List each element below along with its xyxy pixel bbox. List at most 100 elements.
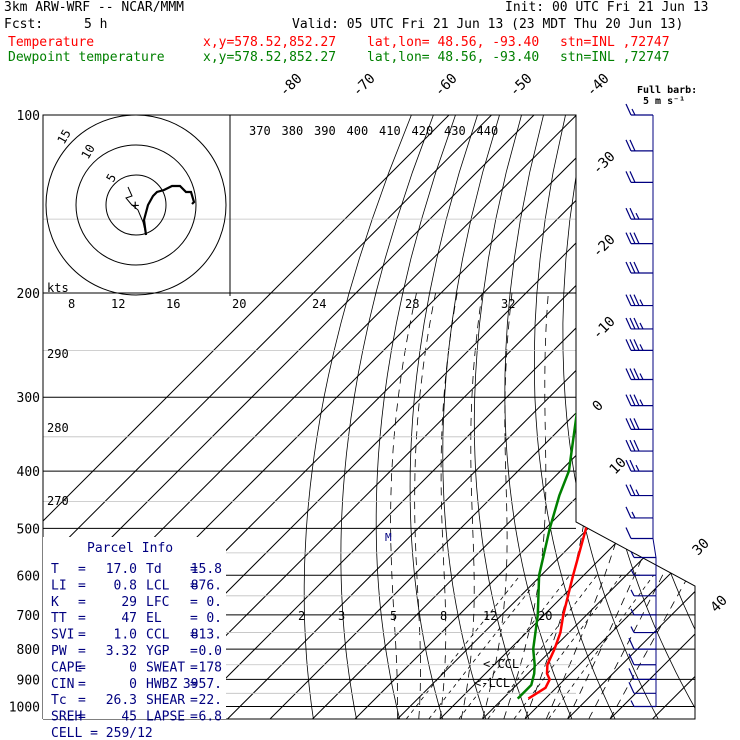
freezing-level-marker: M: [385, 531, 392, 544]
parcel-key: LAPSE: [146, 710, 185, 725]
hodograph-axis-label: 12: [111, 297, 125, 311]
parcel-value: 47: [121, 611, 137, 626]
parcel-value: 178: [199, 660, 222, 675]
wind-barb-flag: [629, 261, 636, 274]
pressure-label: 300: [17, 391, 40, 406]
parcel-box: [43, 537, 226, 719]
hodograph-axis-label: 16: [166, 297, 180, 311]
wind-barb: [628, 653, 656, 666]
wind-barb: [628, 637, 656, 650]
theta-label: 410: [379, 124, 401, 138]
theta-label: 280: [47, 421, 69, 435]
wind-barb-flag: [625, 317, 632, 330]
parcel-value: 813.: [191, 628, 222, 643]
parcel-eq: =: [78, 677, 86, 692]
wind-barb-flag: [625, 484, 632, 496]
isotherm-line: [269, 115, 695, 719]
wind-barb-half-flag: [630, 551, 635, 558]
hodograph-ring: [45, 114, 227, 296]
temperature-latlon: lat,lon= 48.56, -93.40: [367, 35, 540, 50]
dry-adiabat-line: [340, 115, 434, 719]
isotherm-line: [567, 115, 695, 719]
wind-barb-flag: [629, 294, 636, 306]
dry-adiabat-line: [375, 115, 456, 719]
wind-barb-flag: [633, 394, 640, 406]
wind-barb: [625, 232, 653, 245]
parcel-value: 876.: [191, 578, 222, 593]
mixing-ratio-label: 20: [538, 609, 552, 623]
init-time: Init: 00 UTC Fri 21 Jun 13: [505, 0, 709, 15]
dewpoint-station: stn=INL ,72747: [560, 50, 670, 65]
forecast-hour: 5 h: [84, 17, 108, 32]
isotherm-line: [694, 115, 695, 719]
mixing-ratio-label: 5: [390, 609, 397, 623]
parcel-key: EL: [146, 611, 162, 626]
pressure-label: 900: [17, 673, 40, 688]
parcel-eq: =: [78, 660, 86, 675]
wind-barb-flag: [628, 668, 635, 680]
wind-barb: [630, 568, 656, 576]
wind-barb-flag: [633, 294, 640, 306]
parcel-eq: =: [190, 595, 198, 610]
full-barb-label: Full barb:: [637, 85, 697, 96]
wind-barb: [625, 527, 653, 540]
hodograph-ring-label: 10: [78, 142, 97, 162]
wind-barb-flag: [629, 439, 636, 452]
parcel-value: 26.3: [106, 693, 137, 708]
hodograph-unit-label: kts: [47, 281, 69, 295]
wind-barb-flag: [625, 418, 632, 430]
pressure-label: 400: [17, 465, 40, 480]
wind-barb: [625, 418, 653, 430]
parcel-key: CCL: [146, 628, 170, 643]
parcel-value: 0.: [206, 595, 222, 610]
dry-adiabat-line: [590, 115, 695, 719]
parcel-eq: =: [78, 595, 86, 610]
wind-barb-half-flag: [635, 464, 640, 472]
temperature-profile: [527, 115, 695, 700]
parcel-eq: =: [190, 628, 198, 643]
wind-barb-flag: [625, 527, 632, 539]
hodograph-trace-thin: [125, 186, 147, 236]
wind-barb-flag: [625, 394, 632, 406]
pressure-label: 600: [17, 569, 40, 584]
wind-barb-flag: [625, 294, 632, 306]
wind-barb-flag: [628, 682, 635, 694]
parcel-eq: =: [190, 677, 198, 692]
hodograph-ring: [75, 144, 197, 266]
pressure-label: 800: [17, 643, 40, 658]
wind-barb-half-flag: [630, 626, 635, 633]
wind-barb: [625, 484, 653, 497]
wind-barb: [625, 394, 653, 407]
forecast-label: Fcst:: [4, 17, 44, 32]
wind-barb-half-flag: [630, 700, 635, 707]
moist-adiabat-line: [588, 292, 695, 719]
wind-barb: [630, 589, 656, 597]
wind-barb: [625, 439, 653, 452]
pressure-label: 200: [17, 287, 40, 302]
wind-barb-flag: [625, 439, 632, 452]
mixing-ratio-line: [548, 575, 654, 719]
pressure-label: 100: [17, 109, 40, 124]
parcel-title: Parcel Info: [87, 541, 173, 556]
valid-time: Valid: 05 UTC Fri 21 Jun 13 (23 MDT Thu …: [292, 17, 684, 32]
dry-adiabat-line: [409, 115, 478, 719]
isotherm-line: [184, 115, 695, 719]
parcel-eq: =: [78, 562, 86, 577]
wind-barb-flag: [633, 339, 640, 351]
parcel-key: K: [51, 595, 59, 610]
parcel-value: 6.8: [199, 710, 222, 725]
wind-barb-half-flag: [639, 399, 644, 406]
dry-adiabat-line: [534, 115, 616, 719]
dry-adiabat-line: [504, 115, 573, 719]
wind-barb-flag: [629, 207, 636, 220]
parcel-cell: CELL = 259/12: [51, 726, 153, 740]
dry-adiabat-line: [303, 115, 412, 719]
hodograph-ring-label: 15: [54, 127, 73, 147]
isotherm-line: [482, 115, 695, 719]
hodograph-axis-label: 24: [312, 297, 326, 311]
parcel-value: 22.: [199, 693, 222, 708]
theta-label: 270: [47, 494, 69, 508]
hodograph-axis-label: 32: [501, 297, 515, 311]
isotherm-label: 30: [690, 536, 713, 559]
isotherm-line: [652, 115, 695, 719]
